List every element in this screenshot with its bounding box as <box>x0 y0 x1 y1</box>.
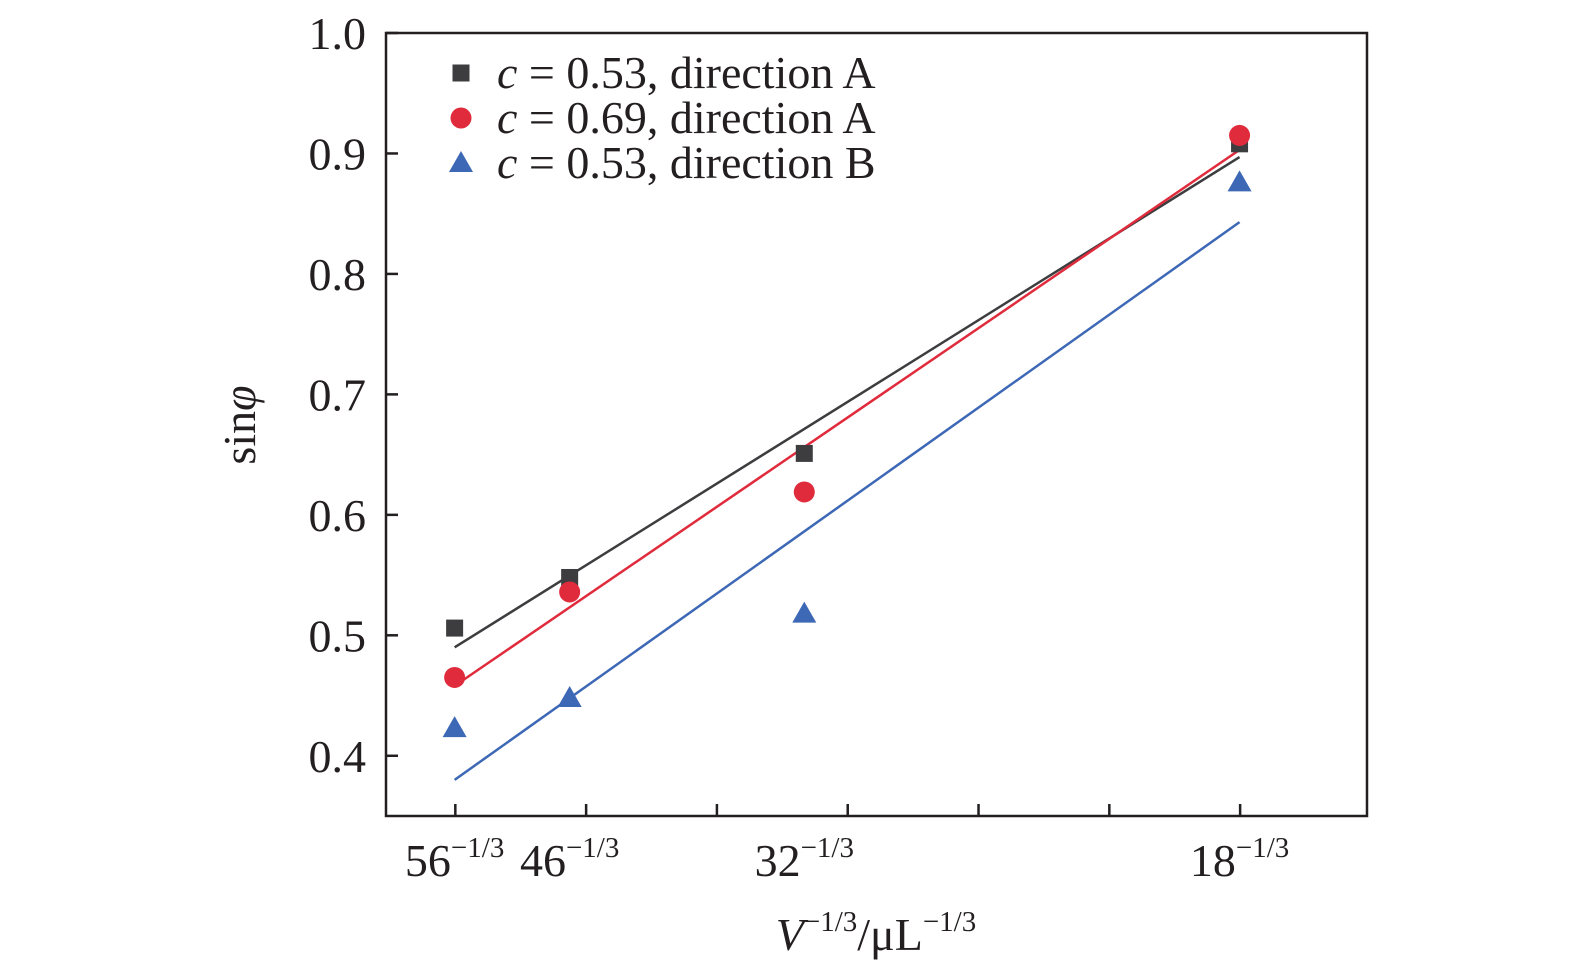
x-tick-label-exponent: −1/3 <box>451 832 504 864</box>
legend-label-rest: = 0.53, direction A <box>517 47 875 98</box>
x-tick-label: 18−1/3 <box>1190 832 1289 886</box>
data-point-series-2 <box>444 666 466 688</box>
data-point-series-3 <box>557 685 582 707</box>
data-point-series-1 <box>446 619 464 637</box>
y-tick-label: 0.7 <box>309 369 367 420</box>
data-markers <box>442 124 1252 738</box>
fit-lines <box>453 148 1241 781</box>
y-tick-label: 0.9 <box>309 128 367 179</box>
x-tick-label-base: 46 <box>520 835 566 886</box>
x-axis-title-unit-exponent: −1/3 <box>923 906 976 938</box>
legend-marker-series-1 <box>452 64 470 82</box>
x-tick-label-base: 56 <box>405 835 451 886</box>
x-tick-label-exponent: −1/3 <box>1236 832 1289 864</box>
legend-label-rest: = 0.53, direction B <box>517 137 875 188</box>
data-point-series-2 <box>1229 124 1251 146</box>
data-point-series-1 <box>795 444 813 462</box>
plot-frame <box>384 31 1369 818</box>
data-point-series-3 <box>792 601 817 623</box>
x-axis-title-unit: /μL <box>857 909 923 960</box>
fit-line-series-3 <box>453 221 1241 781</box>
x-tick-label: 56−1/3 <box>405 832 504 886</box>
data-point-series-2 <box>793 481 815 503</box>
x-tick-label: 46−1/3 <box>520 832 619 886</box>
y-axis-title-symbol: φ <box>214 385 265 410</box>
y-tick-label: 0.4 <box>309 731 367 782</box>
legend-label-variable: c <box>497 137 517 188</box>
data-point-series-3 <box>442 716 467 738</box>
legend: c = 0.53, direction Ac = 0.69, direction… <box>449 47 876 188</box>
legend-label-series-3: c = 0.53, direction B <box>497 137 876 188</box>
fit-line-series-2 <box>453 148 1241 687</box>
y-tick-label: 1.0 <box>309 8 367 59</box>
y-tick-label: 0.8 <box>309 249 367 300</box>
x-tick-label-exponent: −1/3 <box>801 832 854 864</box>
x-axis: 56−1/3 46−1/3 32−1/3 18−1/3 <box>405 804 1289 886</box>
legend-label-rest: = 0.69, direction A <box>517 92 875 143</box>
x-tick-label-base: 32 <box>755 835 801 886</box>
legend-label-variable: c <box>497 47 517 98</box>
y-axis-title: sinφ <box>214 385 265 464</box>
x-tick-label-exponent: −1/3 <box>566 832 619 864</box>
x-tick-label-base: 18 <box>1190 835 1236 886</box>
legend-label-series-1: c = 0.53, direction A <box>497 47 876 98</box>
y-tick-label: 0.5 <box>309 610 367 661</box>
legend-marker-series-3 <box>449 151 473 172</box>
x-axis-title-variable: V <box>776 909 809 960</box>
y-tick-label: 0.6 <box>309 490 367 541</box>
legend-label-variable: c <box>497 92 517 143</box>
legend-label-series-2: c = 0.69, direction A <box>497 92 876 143</box>
x-tick-label: 32−1/3 <box>755 832 854 886</box>
data-point-series-3 <box>1227 170 1252 192</box>
y-axis: 0.4 0.5 0.6 0.7 0.8 0.9 1.0 <box>309 8 398 782</box>
data-point-series-2 <box>559 581 581 603</box>
x-axis-title: V−1/3/μL−1/3 <box>776 906 977 960</box>
x-axis-title-exponent: −1/3 <box>804 906 857 938</box>
y-axis-title-prefix: sin <box>214 411 265 465</box>
legend-marker-series-2 <box>450 107 472 129</box>
data-point-series-1 <box>561 568 579 586</box>
